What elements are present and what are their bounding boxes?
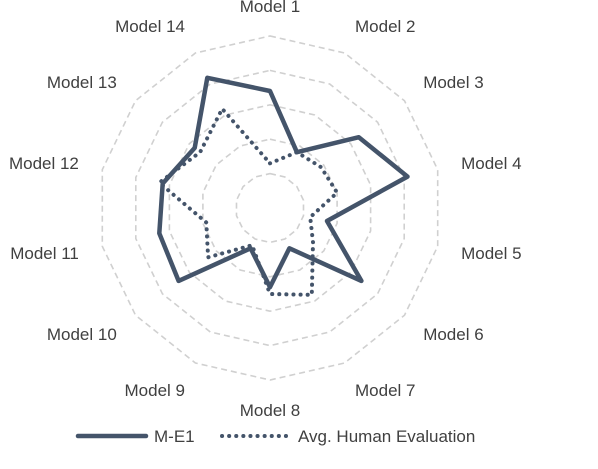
axis-label-model-11: Model 11 <box>10 244 79 263</box>
radar-grid <box>101 35 439 381</box>
axis-label-model-5: Model 5 <box>461 244 521 263</box>
series-line-avg-human-evaluation <box>157 106 340 297</box>
legend: M-E1 Avg. Human Evaluation <box>75 427 475 446</box>
axis-label-model-3: Model 3 <box>423 73 483 92</box>
axis-label-model-4: Model 4 <box>461 154 521 173</box>
grid-ring <box>135 69 406 347</box>
axis-label-model-10: Model 10 <box>47 325 117 344</box>
axis-label-model-8: Model 8 <box>240 401 300 420</box>
axis-label-model-6: Model 6 <box>423 325 483 344</box>
legend-label-m-e1: M-E1 <box>154 427 195 446</box>
grid-ring <box>168 103 372 313</box>
axis-label-model-1: Model 1 <box>240 0 300 16</box>
axis-label-model-2: Model 2 <box>355 17 415 36</box>
axis-label-model-13: Model 13 <box>47 73 117 92</box>
axis-label-model-14: Model 14 <box>115 17 185 36</box>
axis-labels: Model 1 Model 2 Model 3 Model 4 Model 5 Model… <box>9 0 522 420</box>
legend-label-avg-human-evaluation: Avg. Human Evaluation <box>298 427 475 446</box>
grid-ring <box>202 138 338 278</box>
grid-ring <box>235 172 305 244</box>
axis-label-model-9: Model 9 <box>125 381 185 400</box>
grid-ring <box>101 35 439 381</box>
radar-series <box>157 75 410 297</box>
axis-label-model-7: Model 7 <box>355 381 415 400</box>
series-line-m-e1 <box>157 75 410 290</box>
axis-label-model-12: Model 12 <box>9 154 79 173</box>
